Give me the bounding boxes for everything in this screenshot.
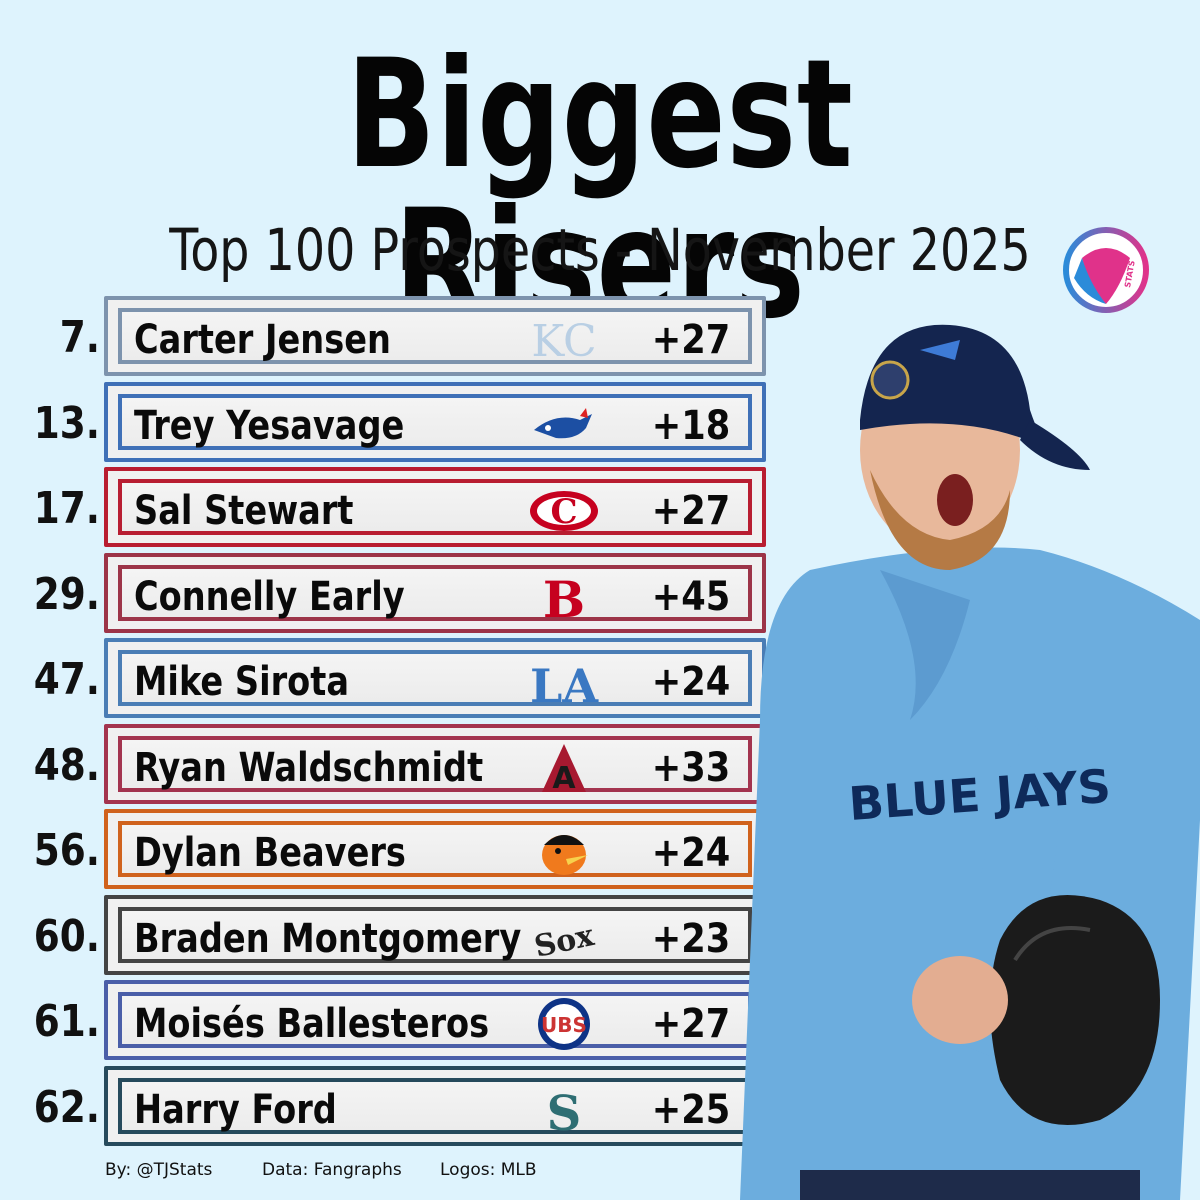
page-title: Biggest Risers: [346, 28, 854, 352]
footer-data-source: Data: Fangraphs: [262, 1160, 402, 1180]
prospect-rank: 13.: [33, 397, 100, 449]
dodgers-logo: LA: [530, 659, 599, 710]
prospect-card-inner: Carter Jensen KC +27: [118, 308, 752, 367]
prospect-name: Trey Yesavage: [134, 402, 405, 449]
blue-jays-logo: [534, 407, 592, 438]
cubs-logo: UBS: [538, 998, 590, 1050]
page-subtitle: Top 100 Prospects - November 2025: [169, 216, 1031, 284]
prospect-card: Harry Ford S +25: [104, 1065, 766, 1146]
prospect-card-inner: Harry Ford S +25: [118, 1077, 752, 1138]
prospect-card-inner: Braden Montgomery Sox +23: [118, 906, 752, 964]
footer: By: @TJStats Data: Fangraphs Logos: MLB: [0, 1160, 700, 1188]
prospect-rank: 47.: [33, 654, 100, 705]
prospect-card-inner: Mike Sirota LA +24: [118, 650, 752, 710]
prospect-name: Sal Stewart: [134, 488, 354, 534]
prospect-card: Mike Sirota LA +24: [104, 638, 766, 718]
prospect-card-inner: Ryan Waldschmidt A +33: [118, 735, 752, 796]
prospect-card: Ryan Waldschmidt A +33: [104, 723, 766, 804]
prospect-name: Moisés Ballesteros: [134, 1001, 490, 1047]
svg-text:A: A: [552, 761, 576, 796]
prospect-rank: 56.: [33, 825, 100, 876]
prospect-card: Braden Montgomery Sox +23: [104, 894, 766, 975]
prospect-rank: 61.: [33, 996, 100, 1047]
prospect-name: Dylan Beavers: [134, 830, 406, 876]
prospect-card-inner: Sal Stewart C +27: [118, 479, 752, 535]
rank-change: +27: [651, 317, 730, 363]
prospect-list: 7. Carter Jensen KC +27 13. Trey Yesavage +18 1…: [33, 296, 766, 1146]
prospect-rank: 62.: [33, 1081, 100, 1133]
svg-text:C: C: [550, 492, 577, 532]
diamondbacks-logo: A: [542, 743, 586, 796]
svg-text:B: B: [543, 570, 585, 625]
prospect-rank: 48.: [33, 739, 100, 791]
mariners-logo: S: [547, 1086, 582, 1138]
reds-logo: C: [530, 491, 598, 532]
prospect-rank: 60.: [33, 910, 100, 962]
prospect-name: Connelly Early: [134, 573, 405, 620]
svg-text:S: S: [547, 1086, 582, 1138]
rank-change: +23: [651, 915, 730, 962]
red-sox-logo: B: [543, 570, 585, 625]
rank-change: +27: [651, 1001, 730, 1047]
tjstats-logo: STATS: [1063, 227, 1149, 313]
prospect-rank: 29.: [33, 568, 100, 620]
prospect-card-inner: Dylan Beavers +24: [118, 821, 752, 877]
prospect-name: Mike Sirota: [134, 659, 349, 705]
rank-change: +24: [651, 830, 730, 876]
prospect-name: Harry Ford: [134, 1086, 337, 1133]
prospect-rank: 17.: [33, 483, 100, 534]
footer-author: By: @TJStats: [105, 1160, 213, 1180]
player-photo: BLUE JAYS: [740, 324, 1200, 1200]
rank-change: +45: [651, 573, 730, 620]
rank-change: +24: [651, 659, 730, 705]
svg-text:UBS: UBS: [541, 1013, 587, 1037]
white-sox-logo: Sox: [531, 917, 598, 964]
prospect-card: Moisés Ballesteros UBS +27: [104, 980, 766, 1060]
royals-logo: KC: [531, 316, 596, 367]
rank-change: +18: [651, 402, 730, 449]
prospect-card-inner: Connelly Early B +45: [118, 564, 752, 625]
prospect-name: Ryan Waldschmidt: [134, 744, 484, 791]
svg-text:LA: LA: [530, 659, 599, 710]
prospect-rank: 7.: [59, 312, 100, 363]
prospect-card-inner: Moisés Ballesteros UBS +27: [118, 992, 752, 1050]
orioles-logo: [542, 835, 588, 875]
prospect-card: Dylan Beavers +24: [104, 809, 766, 889]
prospect-name: Braden Montgomery: [134, 915, 522, 962]
rank-change: +25: [651, 1086, 730, 1133]
prospect-name: Carter Jensen: [134, 317, 391, 363]
prospect-card: Carter Jensen KC +27: [104, 296, 766, 376]
prospect-card: Connelly Early B +45: [104, 552, 766, 633]
prospect-card: Trey Yesavage +18: [104, 381, 766, 462]
rank-change: +27: [651, 488, 730, 534]
rank-change: +33: [651, 744, 730, 791]
svg-text:KC: KC: [531, 316, 596, 367]
footer-logo-credit: Logos: MLB: [440, 1160, 537, 1180]
prospect-card-inner: Trey Yesavage +18: [118, 393, 752, 450]
prospect-card: Sal Stewart C +27: [104, 467, 766, 547]
svg-text:Sox: Sox: [531, 917, 598, 964]
